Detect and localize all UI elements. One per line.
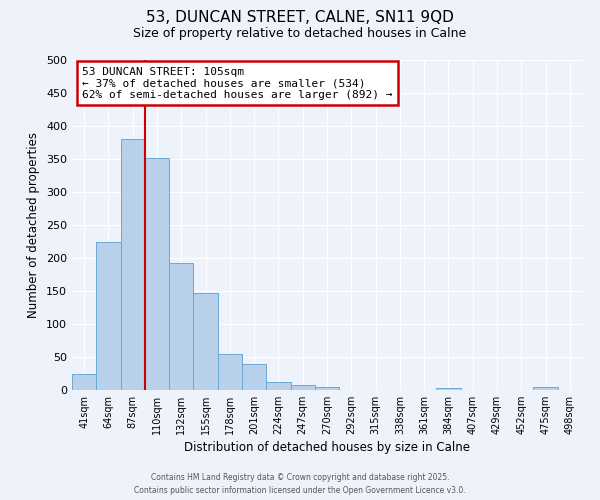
Bar [145,158,169,390]
Text: 53, DUNCAN STREET, CALNE, SN11 9QD: 53, DUNCAN STREET, CALNE, SN11 9QD [146,10,454,25]
Bar [96,242,121,390]
Bar [72,374,96,390]
Text: 53 DUNCAN STREET: 105sqm
← 37% of detached houses are smaller (534)
62% of semi-: 53 DUNCAN STREET: 105sqm ← 37% of detach… [82,66,392,100]
Bar [169,262,193,390]
Bar [436,388,461,390]
Bar [266,382,290,390]
Bar [290,386,315,390]
Text: Size of property relative to detached houses in Calne: Size of property relative to detached ho… [133,28,467,40]
Text: Contains HM Land Registry data © Crown copyright and database right 2025.
Contai: Contains HM Land Registry data © Crown c… [134,473,466,495]
Bar [121,139,145,390]
Bar [193,293,218,390]
Bar [315,388,339,390]
Bar [533,388,558,390]
Bar [242,364,266,390]
Y-axis label: Number of detached properties: Number of detached properties [28,132,40,318]
X-axis label: Distribution of detached houses by size in Calne: Distribution of detached houses by size … [184,441,470,454]
Bar [218,354,242,390]
